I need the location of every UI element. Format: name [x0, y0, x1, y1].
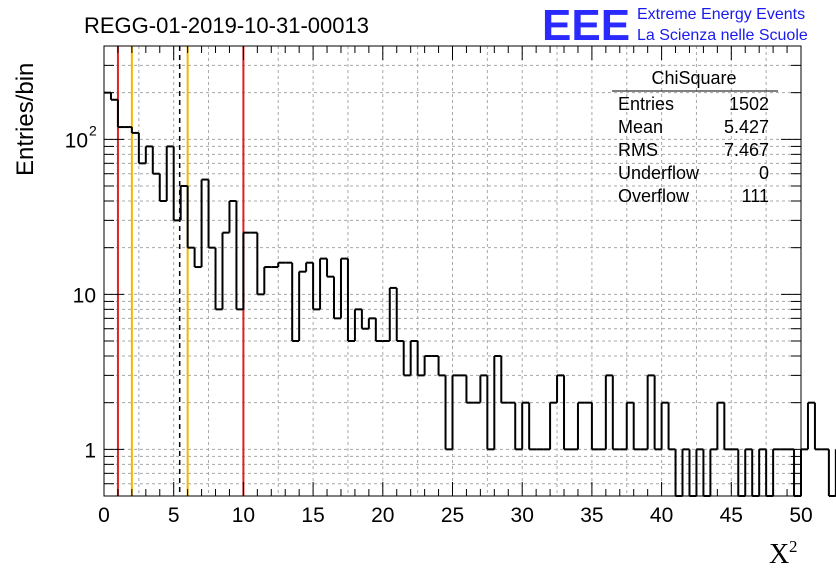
x-tick-label: 5 [168, 504, 180, 527]
x-axis-label: X 2 [769, 537, 798, 570]
x-tick-label: 50 [789, 504, 812, 527]
stats-row-value: 5.427 [724, 117, 769, 137]
stats-row-label: Overflow [618, 186, 690, 206]
x-tick-label: 15 [301, 504, 324, 527]
x-tick-label: 0 [98, 504, 110, 527]
x-tick-label: 30 [511, 504, 534, 527]
stats-row-value: 0 [759, 163, 769, 183]
stats-row-value: 7.467 [724, 140, 769, 160]
chart-title: REGG-01-2019-10-31-00013 [84, 13, 369, 38]
x-tick-label: 35 [580, 504, 603, 527]
y-tick-label: 10 [65, 129, 88, 152]
x-axis-label-base: X [769, 539, 789, 570]
x-axis: 0 5 10 15 20 25 30 35 40 45 50 [98, 46, 813, 527]
logo-mark: EEE [542, 1, 630, 50]
x-tick-label: 10 [232, 504, 255, 527]
stats-row-value: 111 [742, 186, 769, 206]
stats-title: ChiSquare [651, 68, 736, 88]
stats-row-label: Underflow [618, 163, 700, 183]
x-tick-label: 40 [650, 504, 673, 527]
eee-logo: EEE Extreme Energy Events La Scienza nel… [542, 1, 808, 50]
stats-row-value: 1502 [729, 94, 769, 114]
y-tick-label: 1 [84, 439, 96, 462]
x-tick-label: 20 [371, 504, 394, 527]
x-axis-label-superscript: 2 [789, 537, 798, 556]
stats-row-label: Entries [618, 94, 674, 114]
logo-line-1: Extreme Energy Events [637, 6, 805, 23]
stats-row-label: Mean [618, 117, 663, 137]
y-axis-label: Entries/bin [12, 63, 39, 176]
y-tick-label: 10 [73, 284, 96, 307]
logo-line-2: La Scienza nelle Scuole [637, 27, 808, 44]
stats-row-label: RMS [618, 140, 658, 160]
stats-box: ChiSquare Entries 1502 Mean 5.427 RMS 7.467 Un… [612, 68, 778, 206]
y-tick-label-exponent: 2 [89, 122, 97, 138]
histogram-series [104, 91, 836, 497]
x-tick-label: 45 [720, 504, 743, 527]
x-tick-label: 25 [441, 504, 464, 527]
